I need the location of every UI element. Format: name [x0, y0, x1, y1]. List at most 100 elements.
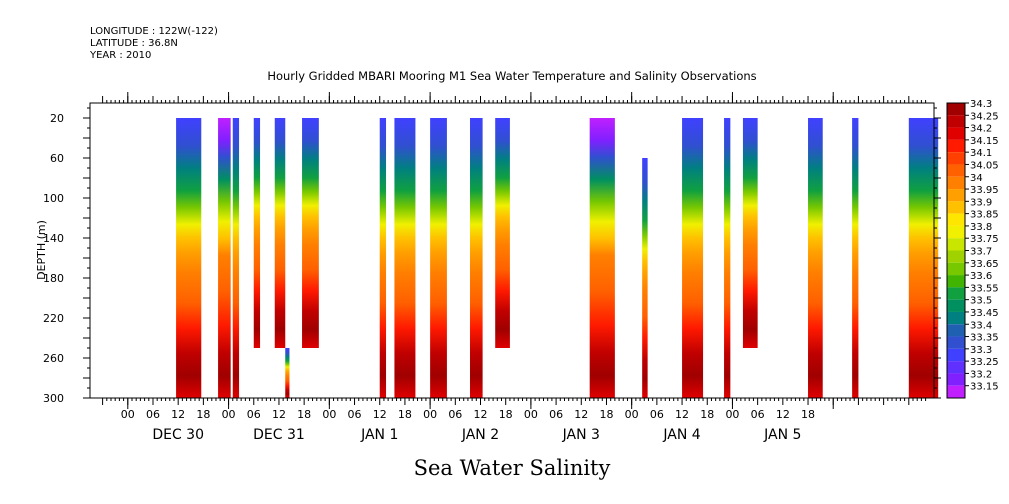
day-label: JAN 4: [662, 427, 700, 443]
colorbar-swatch: [947, 311, 965, 325]
y-axis-title: DEPTH (m): [35, 220, 48, 280]
colorbar-swatch: [947, 385, 965, 398]
colorbar-label: 33.85: [970, 210, 999, 221]
colorbar-swatch: [947, 324, 965, 337]
y-tick-label: 20: [50, 112, 64, 125]
plot-frame: [89, 102, 935, 399]
colorbar-swatch: [947, 225, 965, 239]
x-axis: 00 06 12 18 00 06 12 18 00 06 12 18 00 06 12 18 00 06 12 18…: [102, 92, 927, 443]
colorbar-swatch: [947, 361, 965, 374]
data-interval-9: [430, 118, 447, 398]
y-tick-label: 100: [43, 192, 64, 205]
colorbar-swatch: [947, 373, 965, 386]
x-tick-label: 12: [171, 408, 185, 421]
colorbar-swatch: [947, 336, 965, 349]
colorbar-swatch: [947, 250, 965, 263]
data-interval-4: [274, 118, 286, 348]
x-tick-label: 06: [549, 408, 563, 421]
year-label: YEAR : 2010: [89, 50, 151, 61]
day-label: JAN 1: [360, 427, 398, 443]
x-tick-label: 18: [196, 408, 210, 421]
colorbar-label: 33.35: [970, 333, 999, 344]
data-interval-19: [908, 118, 939, 398]
day-label: DEC 30: [152, 427, 204, 443]
data-interval-14: [682, 118, 704, 398]
x-tick-label: 00: [322, 408, 336, 421]
colorbar-label: 33.5: [970, 296, 992, 307]
x-tick-label: 00: [222, 408, 236, 421]
x-tick-label: 18: [801, 408, 815, 421]
colorbar-swatch: [947, 152, 965, 165]
data-interval-16: [742, 118, 758, 348]
x-tick-label: 06: [751, 408, 765, 421]
data-interval-10: [470, 118, 483, 398]
x-axis-title: Sea Water Salinity: [414, 456, 611, 480]
x-tick-label: 00: [423, 408, 437, 421]
x-tick-label: 00: [625, 408, 639, 421]
latitude-label: LATITUDE : 36.8N: [90, 38, 178, 49]
colorbar-label: 33.15: [970, 382, 999, 393]
y-tick-label: 260: [43, 352, 64, 365]
data-interval-1: [218, 118, 231, 398]
x-tick-label: 18: [499, 408, 513, 421]
y-tick-label: 140: [43, 232, 64, 245]
data-interval-0: [176, 118, 202, 398]
colorbar-swatch: [947, 262, 965, 276]
colorbar-label: 34.3: [970, 99, 992, 110]
colorbar-label: 34.15: [970, 136, 999, 147]
colorbar-swatch: [947, 103, 965, 116]
colorbar-label: 33.3: [970, 345, 992, 356]
x-tick-label: 12: [574, 408, 588, 421]
data-interval-8: [394, 118, 416, 398]
colorbar-label: 33.65: [970, 259, 999, 270]
data-interval-3: [253, 118, 261, 348]
colorbar-swatch: [947, 299, 965, 312]
colorbar-label: 34.05: [970, 160, 999, 171]
y-tick-label: 220: [43, 312, 64, 325]
x-tick-label: 06: [448, 408, 462, 421]
x-tick-label: 06: [348, 408, 362, 421]
day-label: JAN 3: [562, 427, 600, 443]
day-label: DEC 31: [253, 427, 305, 443]
colorbar-label: 34: [970, 173, 983, 184]
colorbar-swatch: [947, 275, 965, 288]
x-tick-label: 00: [725, 408, 739, 421]
x-tick-label: 18: [599, 408, 613, 421]
data-interval-5: [285, 348, 290, 398]
data-interval-6: [302, 118, 319, 348]
x-tick-label: 12: [675, 408, 689, 421]
colorbar-label: 33.7: [970, 247, 992, 258]
colorbar-swatch: [947, 287, 965, 300]
colorbar-swatch: [947, 115, 965, 128]
colorbar-label: 33.2: [970, 369, 992, 380]
data-interval-18: [852, 118, 859, 398]
data-interval-12: [589, 118, 615, 398]
colorbar-swatch: [947, 139, 965, 153]
x-tick-label: 12: [776, 408, 790, 421]
x-tick-label: 06: [146, 408, 160, 421]
colorbar-swatch: [947, 238, 965, 251]
colorbar-label: 34.1: [970, 148, 992, 159]
data-interval-13: [642, 158, 648, 398]
x-tick-label: 18: [398, 408, 412, 421]
y-tick-label: 60: [50, 152, 64, 165]
y-tick-label: 180: [43, 272, 64, 285]
x-tick-label: 12: [474, 408, 488, 421]
colorbar-swatch: [947, 164, 965, 177]
y-axis: 20 60 100 140 180 220 260 300: [43, 107, 941, 405]
colorbar-swatch: [947, 201, 965, 214]
colorbar-label: 34.2: [970, 124, 992, 135]
data-interval-11: [495, 118, 510, 348]
day-label: JAN 5: [763, 427, 801, 443]
x-tick-label: 06: [650, 408, 664, 421]
y-tick-label: 300: [43, 392, 64, 405]
x-tick-label: 12: [373, 408, 387, 421]
colorbar-swatch: [947, 348, 965, 362]
colorbar-label: 33.6: [970, 271, 992, 282]
colorbar-label: 33.9: [970, 197, 992, 208]
x-tick-label: 12: [272, 408, 286, 421]
data-interval-2: [232, 118, 240, 398]
chart-title: Hourly Gridded MBARI Mooring M1 Sea Wate…: [267, 69, 756, 83]
colorbar-label: 33.25: [970, 357, 999, 368]
